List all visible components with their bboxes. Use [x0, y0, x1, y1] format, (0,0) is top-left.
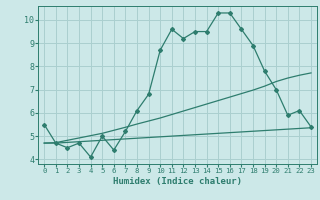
X-axis label: Humidex (Indice chaleur): Humidex (Indice chaleur) [113, 177, 242, 186]
